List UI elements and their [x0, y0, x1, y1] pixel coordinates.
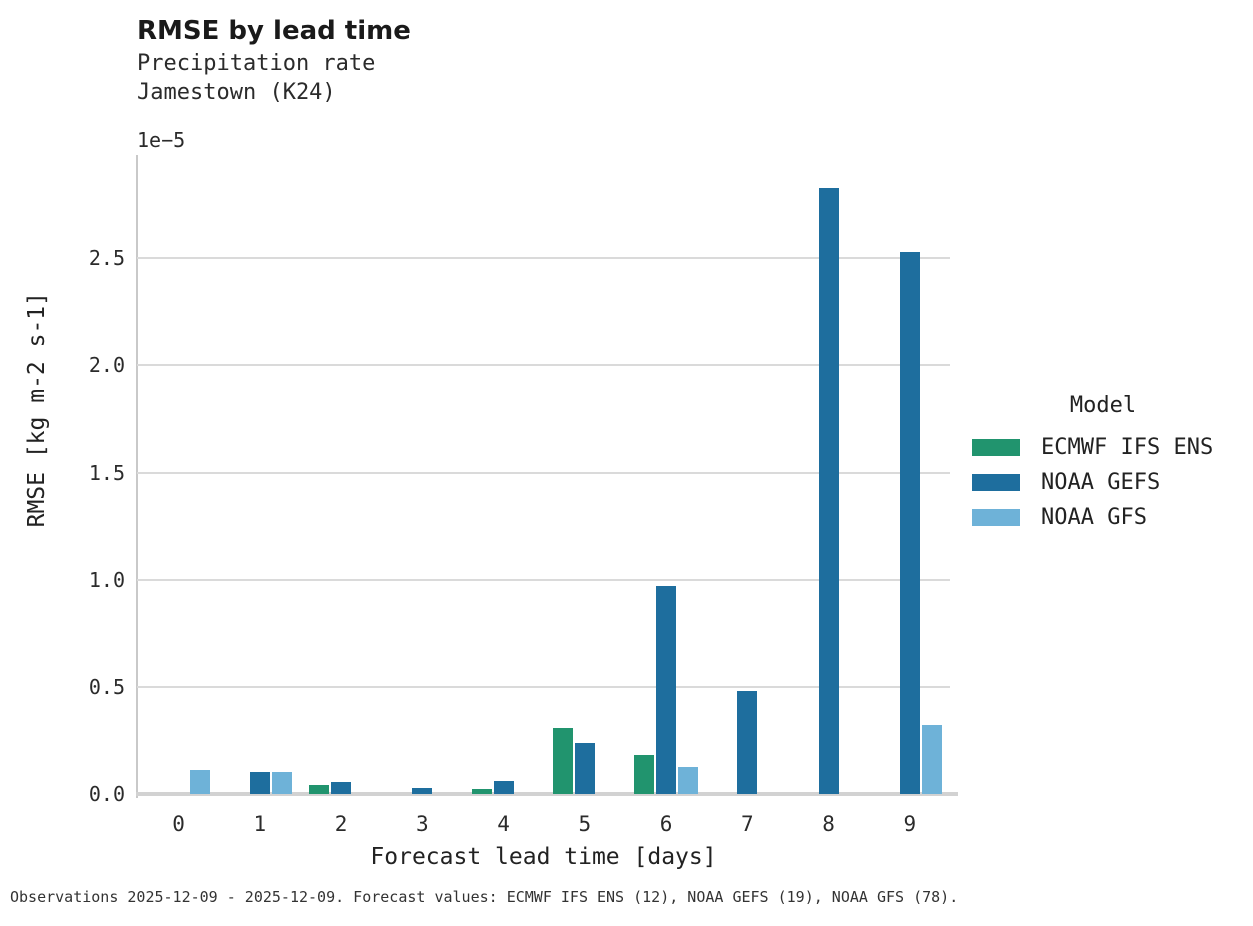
gridline-y-2.0	[137, 364, 950, 367]
y-tick-label-2.5: 2.5	[88, 246, 125, 271]
y-tick-label-2.0: 2.0	[88, 353, 125, 378]
x-tick-label-0: 0	[172, 812, 185, 836]
legend-swatch-noaa-gefs	[972, 474, 1020, 491]
bar-ecmwf-ifs-ens-day-2	[309, 785, 330, 794]
x-tick-label-6: 6	[659, 812, 673, 836]
bar-noaa-gefs-day-5	[574, 742, 595, 794]
x-tick-label-4: 4	[497, 812, 510, 836]
gridline-y-2.5	[137, 257, 950, 260]
bar-noaa-gfs-day-9	[921, 725, 942, 794]
x-tick-label-9: 9	[903, 812, 917, 836]
x-axis-title: Forecast lead time [days]	[370, 844, 717, 870]
x-tick-label-7: 7	[741, 812, 754, 836]
y-tick-label-0.5: 0.5	[88, 674, 125, 699]
legend-label: ECMWF IFS ENS	[1041, 435, 1214, 460]
bar-noaa-gefs-day-3	[412, 787, 433, 794]
chart-title: RMSE by lead time	[137, 16, 411, 46]
x-tick-label-1: 1	[253, 812, 267, 836]
bar-noaa-gefs-day-2	[331, 782, 352, 794]
bar-noaa-gfs-day-6	[677, 767, 698, 794]
caption-text: Observations 2025-12-09 - 2025-12-09. Fo…	[10, 888, 959, 906]
bar-noaa-gefs-day-6	[656, 586, 677, 794]
x-tick-label-5: 5	[578, 812, 592, 836]
legend-entry-noaa-gfs: NOAA GFS	[972, 500, 1234, 535]
y-tick-label-0.0: 0.0	[88, 782, 125, 806]
bar-noaa-gefs-day-8	[818, 187, 839, 794]
legend: Model ECMWF IFS ENS NOAA GEFS NOAA GFS	[972, 393, 1234, 535]
legend-title: Model	[1069, 393, 1137, 418]
bar-noaa-gfs-day-0	[190, 770, 211, 794]
bar-noaa-gefs-day-9	[899, 251, 920, 794]
bar-noaa-gefs-day-7	[737, 691, 758, 794]
bar-noaa-gefs-day-4	[493, 781, 514, 794]
x-tick-label-8: 8	[822, 812, 835, 836]
bar-ecmwf-ifs-ens-day-4	[471, 788, 492, 794]
x-axis-spine	[136, 792, 958, 796]
y-tick-label-1.5: 1.5	[88, 460, 125, 485]
y-axis-offset-label: 1e−5	[137, 128, 186, 152]
x-tick-label-2: 2	[334, 812, 348, 836]
bar-noaa-gefs-day-1	[249, 771, 270, 794]
x-tick-label-3: 3	[416, 812, 429, 836]
chart-subtitle-variable: Precipitation rate	[137, 51, 376, 76]
bar-noaa-gfs-day-1	[271, 771, 292, 794]
y-tick-label-1.0: 1.0	[88, 567, 125, 592]
legend-swatch-noaa-gfs	[972, 509, 1020, 526]
legend-entry-ecmwf-ifs-ens: ECMWF IFS ENS	[972, 430, 1234, 465]
legend-entry-noaa-gefs: NOAA GEFS	[972, 465, 1234, 500]
y-axis-title: RMSE [kg m-2 s-1]	[24, 292, 50, 528]
legend-label: NOAA GFS	[1041, 505, 1147, 530]
gridline-y-1.5	[137, 471, 950, 474]
legend-label: NOAA GEFS	[1041, 470, 1161, 495]
gridline-y-0.5	[137, 685, 950, 688]
bar-ecmwf-ifs-ens-day-5	[553, 727, 574, 794]
legend-swatch-ecmwf-ifs-ens	[972, 439, 1020, 456]
chart-subtitle-station: Jamestown (K24)	[137, 80, 336, 105]
y-axis-spine	[136, 155, 138, 798]
bar-ecmwf-ifs-ens-day-6	[634, 755, 655, 794]
plot-area: Forecast lead time [days] 0.0 0.5 1.0 1.5 2.…	[89, 155, 958, 870]
gridline-y-1.0	[137, 578, 950, 581]
